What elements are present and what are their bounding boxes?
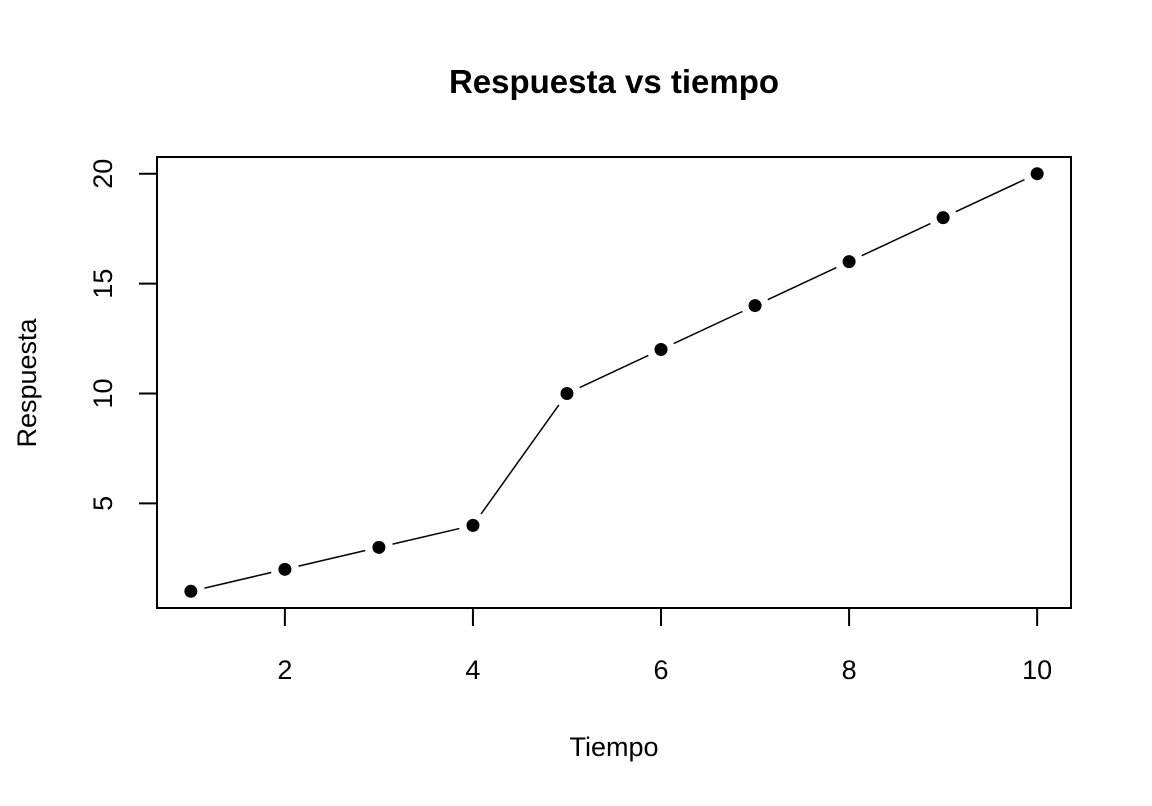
x-tick-label: 4 <box>465 655 480 685</box>
data-point <box>654 343 668 357</box>
x-axis: 2 4 6 8 10 <box>277 607 1052 685</box>
x-tick-label: 6 <box>654 655 669 685</box>
line-segment <box>298 549 366 567</box>
line-segment <box>579 354 649 389</box>
data-point <box>466 518 480 532</box>
data-point <box>184 584 198 598</box>
series-line <box>204 178 1025 589</box>
line-segment <box>955 178 1025 213</box>
line-segment <box>480 404 560 515</box>
data-point <box>1030 167 1044 181</box>
data-point <box>560 386 574 400</box>
y-tick-label: 10 <box>88 378 118 408</box>
x-tick-label: 2 <box>277 655 292 685</box>
chart-title: Respuesta vs tiempo <box>449 63 779 100</box>
data-point <box>936 211 950 225</box>
data-point <box>842 255 856 269</box>
data-point <box>748 299 762 313</box>
data-point <box>278 562 292 576</box>
line-segment <box>767 266 837 301</box>
plot-area-frame <box>156 156 1072 609</box>
x-tick-label: 8 <box>842 655 857 685</box>
line-segment <box>861 222 931 257</box>
y-axis: 5 10 15 20 <box>88 159 158 511</box>
series-points <box>184 167 1044 598</box>
x-tick-label: 10 <box>1022 655 1052 685</box>
line-segment <box>673 310 743 345</box>
line-segment <box>204 571 272 589</box>
y-tick-label: 20 <box>88 159 118 189</box>
x-axis-label: Tiempo <box>569 732 658 762</box>
y-tick-label: 15 <box>88 269 118 299</box>
line-segment <box>392 527 460 545</box>
y-tick-label: 5 <box>88 496 118 511</box>
y-axis-label: Respuesta <box>12 317 42 447</box>
data-point <box>372 540 386 554</box>
